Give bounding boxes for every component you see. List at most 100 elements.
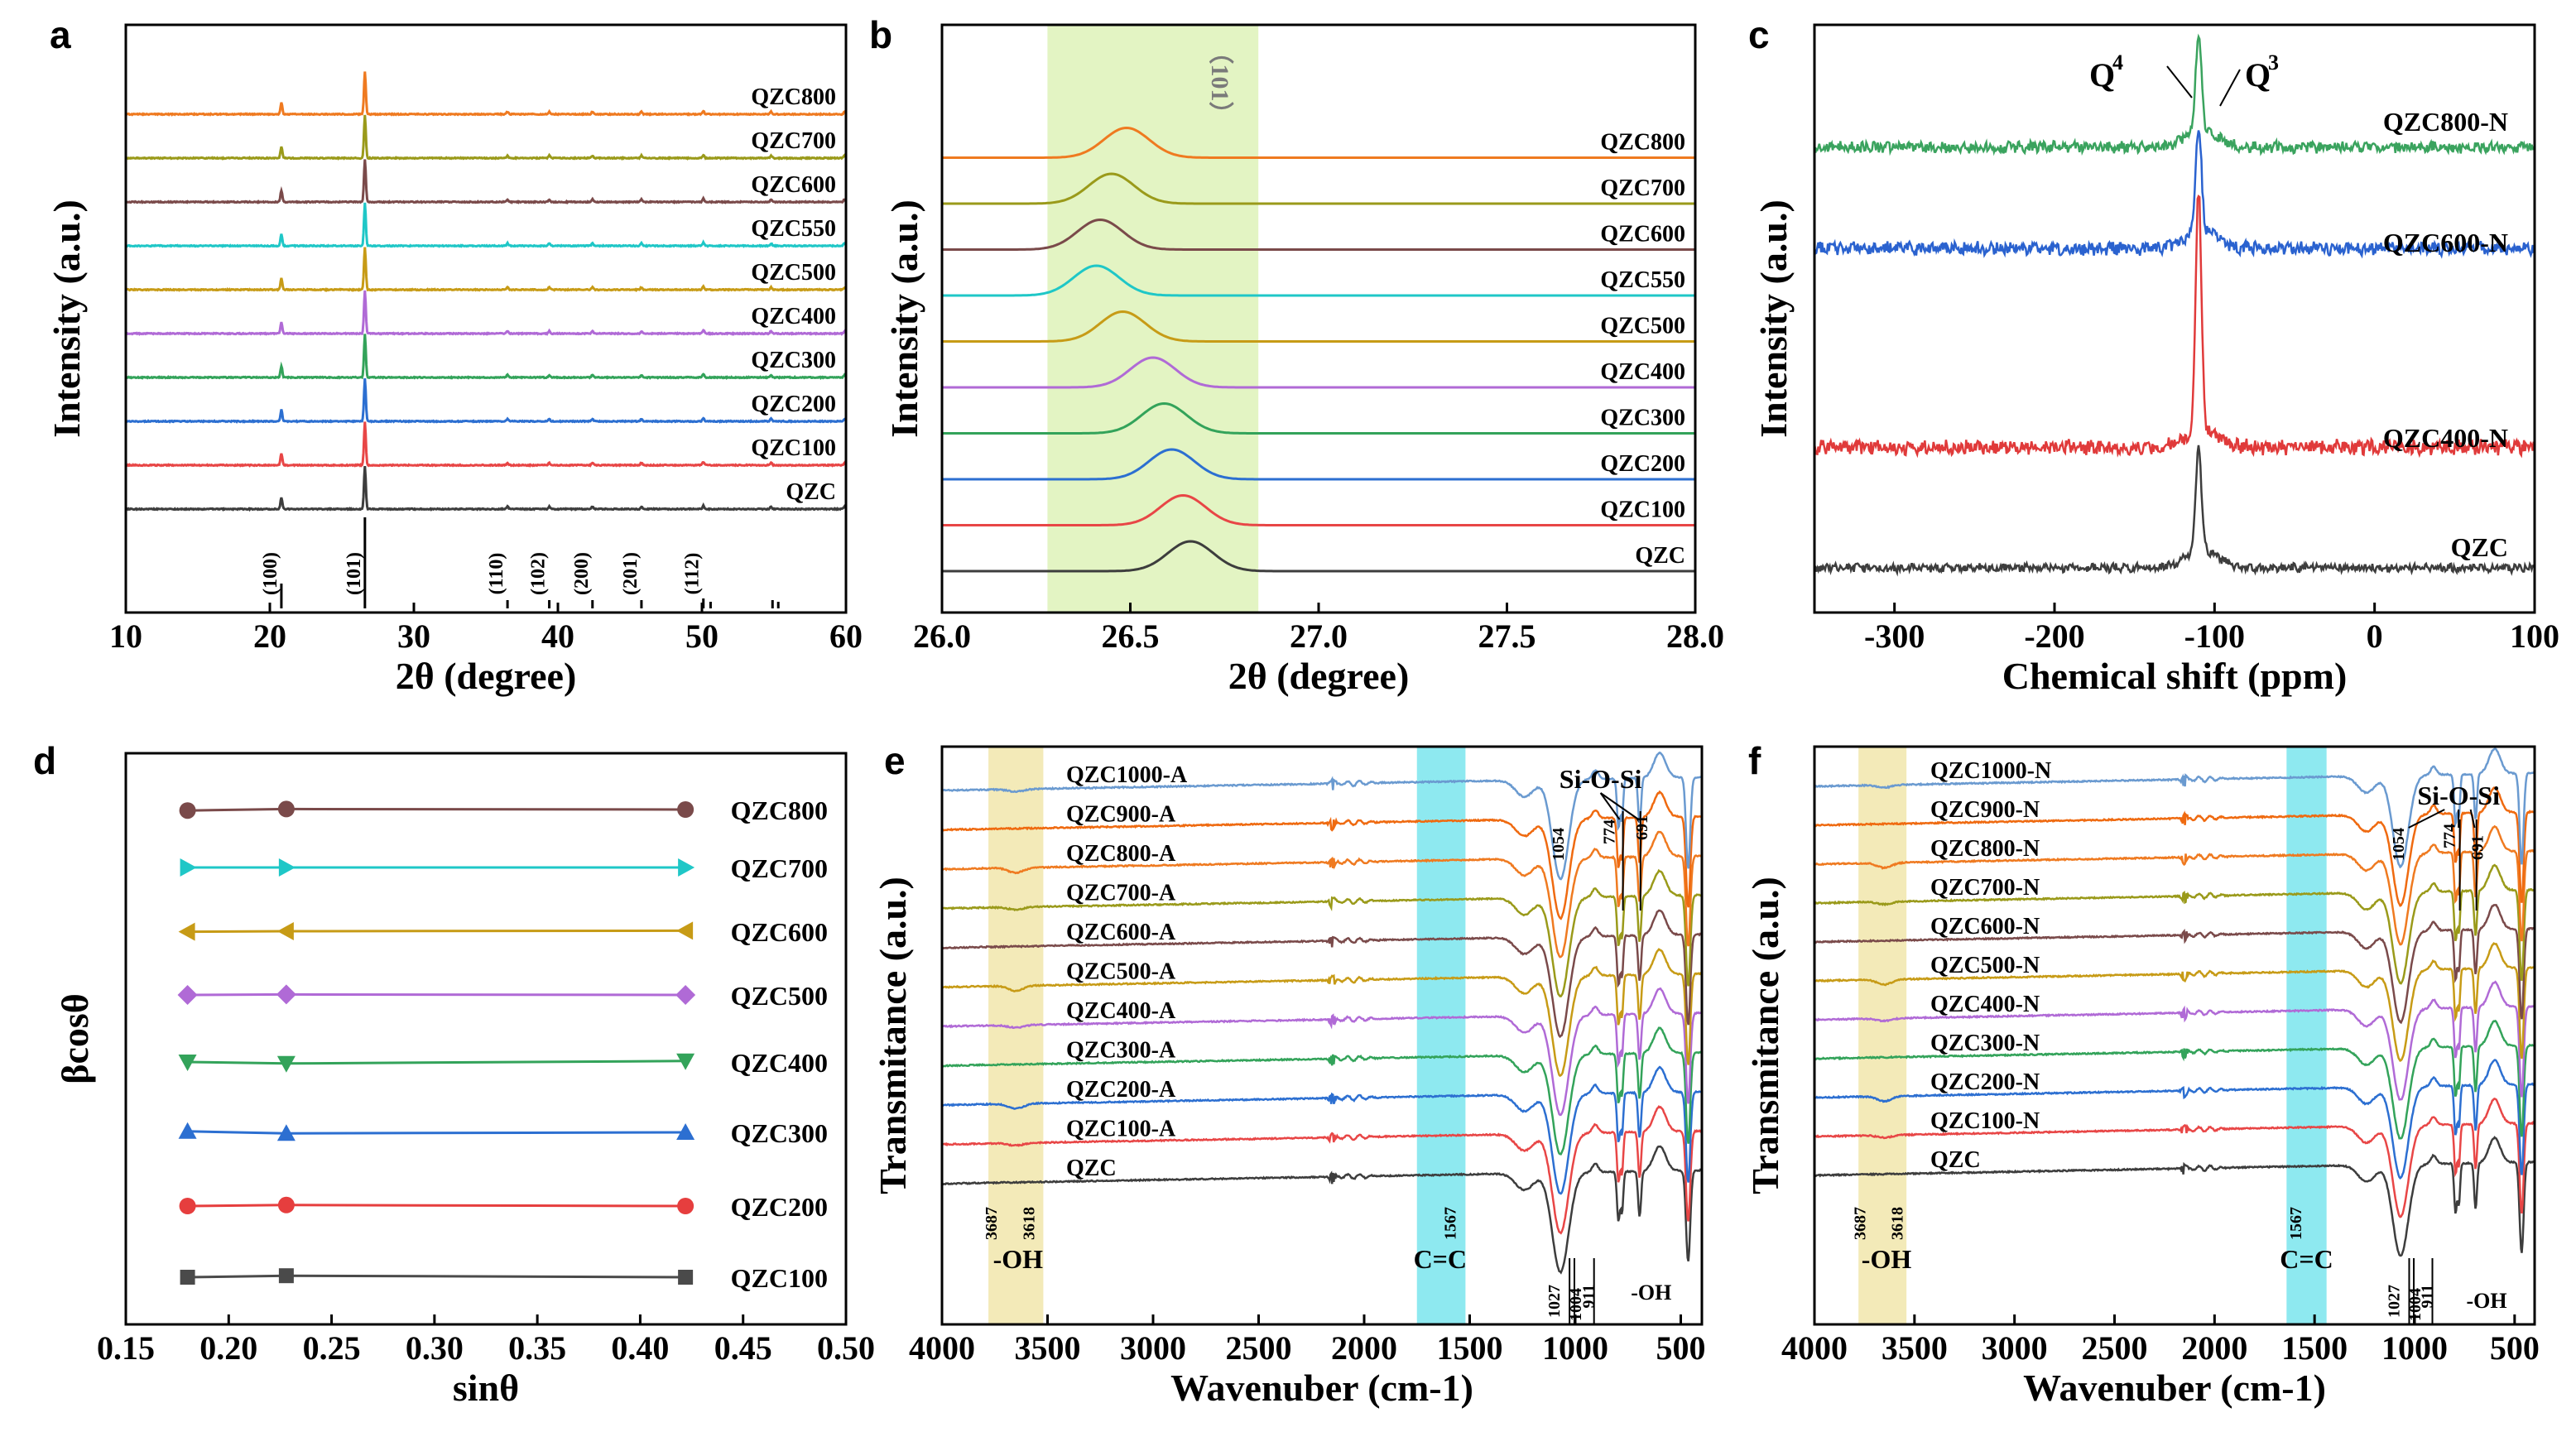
series-label-QZC700: QZC700 — [731, 853, 828, 883]
series-line-QZC700 — [942, 172, 1695, 205]
annotation-arrow — [2469, 809, 2476, 829]
panel-d-frame — [124, 752, 848, 1326]
series-line-QZC700-N — [1814, 863, 2535, 985]
annotation-arrow — [1599, 792, 1621, 820]
panel-f-xtick-label: 2500 — [2082, 1329, 2148, 1367]
panel-f-xtick-label: 3500 — [1882, 1329, 1948, 1367]
series-label-QZC800: QZC800 — [731, 795, 828, 825]
panel-a-ylabel: Intensity (a.u.) — [46, 199, 88, 438]
series-line-QZC — [941, 1145, 1703, 1275]
hkl-annotation: (100) — [260, 552, 281, 595]
series-label-QZC: QZC — [2451, 532, 2508, 562]
series-label-QZC: QZC — [786, 479, 836, 505]
panel-e-xtick-label: 500 — [1656, 1329, 1706, 1367]
annotation-si-o-si: Si-O-Si — [1560, 764, 1642, 794]
series-label-QZC1000-N: QZC1000-N — [1930, 758, 2051, 784]
series-line-QZC600-N — [1814, 904, 2535, 1025]
panel-a-xtick-label: 30 — [397, 617, 430, 655]
series-line-QZC800 — [187, 807, 686, 812]
series-label-QZC900-N: QZC900-N — [1930, 797, 2040, 823]
data-point-QZC600 — [676, 921, 694, 940]
annotation-arrow — [2166, 65, 2193, 99]
panel-e-xtick-label: 1000 — [1542, 1329, 1608, 1367]
band-label: 1004 — [2406, 1288, 2425, 1321]
panel-f-xtick-label: 2000 — [2181, 1329, 2247, 1367]
series-label-QZC200-N: QZC200-N — [1930, 1069, 2040, 1095]
series-label-QZC400-N: QZC400-N — [2383, 423, 2508, 453]
series-label-QZC500: QZC500 — [751, 260, 836, 286]
panel-d-xtick-label: 0.45 — [714, 1329, 772, 1367]
data-point-QZC500 — [177, 985, 198, 1005]
series-line-QZC100-N — [1814, 1098, 2535, 1218]
band-label: 911 — [2419, 1285, 2437, 1309]
hkl-annotation: (201) — [620, 552, 642, 595]
series-line-QZC550 — [125, 202, 848, 249]
series-label-QZC100-A: QZC100-A — [1066, 1117, 1176, 1142]
series-label-QZC400-N: QZC400-N — [1930, 992, 2040, 1017]
annotation-hydroxyl: -OH — [993, 1244, 1044, 1274]
series-line-QZC100 — [187, 1274, 686, 1279]
panel-c-xtick-label: -200 — [2024, 617, 2084, 655]
data-point-QZC100 — [678, 1270, 694, 1285]
annotation-si-o-si: Si-O-Si — [2417, 781, 2500, 810]
annotation-hydroxyl-lattice: -OH — [2466, 1289, 2506, 1313]
panel-e-xtick-label: 1500 — [1437, 1329, 1503, 1367]
annotation-q4: Q — [2089, 56, 2115, 94]
series-line-QZC400-N — [1814, 980, 2535, 1101]
series-line-QZC200 — [125, 378, 848, 424]
data-point-QZC500 — [276, 984, 296, 1005]
data-point-QZC700 — [278, 858, 296, 877]
series-line-QZC600-N — [1813, 130, 2535, 259]
annotation-carbon-double-bond: C=C — [1414, 1244, 1467, 1274]
annotation-q3-superscript: 3 — [2268, 50, 2279, 74]
panel-f-xtick-label: 1000 — [2381, 1329, 2448, 1367]
panel-f-xtick-label: 1500 — [2281, 1329, 2348, 1367]
series-line-QZC600-A — [941, 909, 1703, 1039]
panel-e: e 4000 3500 3000 2500 2000 1500 1000 500 QZC QZC10… — [872, 739, 1706, 1409]
data-point-QZC800 — [277, 800, 295, 818]
panel-f-xlabel: Wavenuber (cm-1) — [2023, 1367, 2326, 1409]
panel-c-xlabel: Chemical shift (ppm) — [2002, 655, 2348, 697]
panel-b-xtick-label: 26.0 — [913, 617, 971, 655]
series-label-QZC: QZC — [1635, 543, 1685, 569]
series-line-QZC100 — [942, 493, 1695, 526]
highlight-region — [1858, 747, 1907, 1324]
series-line-QZC200 — [187, 1204, 686, 1208]
series-label-QZC400-A: QZC400-A — [1066, 998, 1176, 1024]
panel-e-xtick-label: 3000 — [1120, 1329, 1186, 1367]
band-label: 1054 — [2390, 828, 2408, 861]
series-line-QZC700-A — [941, 868, 1703, 997]
panel-f-xtick-label: 3000 — [1982, 1329, 2048, 1367]
highlight-region — [2286, 747, 2327, 1324]
panel-d: d 0.15 0.20 0.25 0.30 0.35 0.40 0.45 0.50 QZC100 Q… — [33, 739, 875, 1409]
series-label-QZC200: QZC200 — [751, 392, 836, 417]
band-label: 3618 — [1020, 1207, 1038, 1240]
series-line-QZC300-N — [1814, 1019, 2535, 1140]
panel-e-frame — [940, 745, 1704, 1326]
series-label-QZC700-A: QZC700-A — [1066, 881, 1176, 906]
data-point-QZC400 — [178, 1055, 197, 1071]
annotation-hydroxyl-lattice: -OH — [1631, 1281, 1671, 1305]
series-label-QZC700: QZC700 — [751, 128, 836, 154]
annotation-arrow — [2219, 69, 2241, 107]
data-point-QZC800 — [179, 802, 196, 819]
series-line-QZC900-N — [1814, 786, 2535, 907]
series-line-QZC200-N — [1814, 1059, 2535, 1180]
series-line-QZC800 — [942, 126, 1695, 159]
data-point-QZC200 — [277, 1196, 295, 1213]
data-point-QZC200 — [677, 1198, 694, 1214]
series-label-QZC100: QZC100 — [1600, 497, 1685, 523]
annotation-q4-superscript: 4 — [2112, 50, 2123, 74]
series-label-QZC800-N: QZC800-N — [2383, 107, 2508, 137]
data-point-QZC100 — [278, 1268, 294, 1284]
data-point-QZC600 — [178, 922, 195, 941]
series-line-QZC500-N — [1814, 942, 2535, 1062]
data-point-QZC700 — [180, 858, 197, 877]
series-label-QZC300: QZC300 — [731, 1118, 828, 1148]
panel-b-frame — [940, 23, 1697, 614]
series-line-QZC400 — [125, 290, 847, 336]
series-label-QZC600: QZC600 — [1600, 222, 1685, 247]
series-label-QZC: QZC — [1066, 1156, 1117, 1181]
series-line-QZC — [1813, 444, 2535, 577]
panel-b-xlabel: 2θ (degree) — [1228, 655, 1410, 697]
